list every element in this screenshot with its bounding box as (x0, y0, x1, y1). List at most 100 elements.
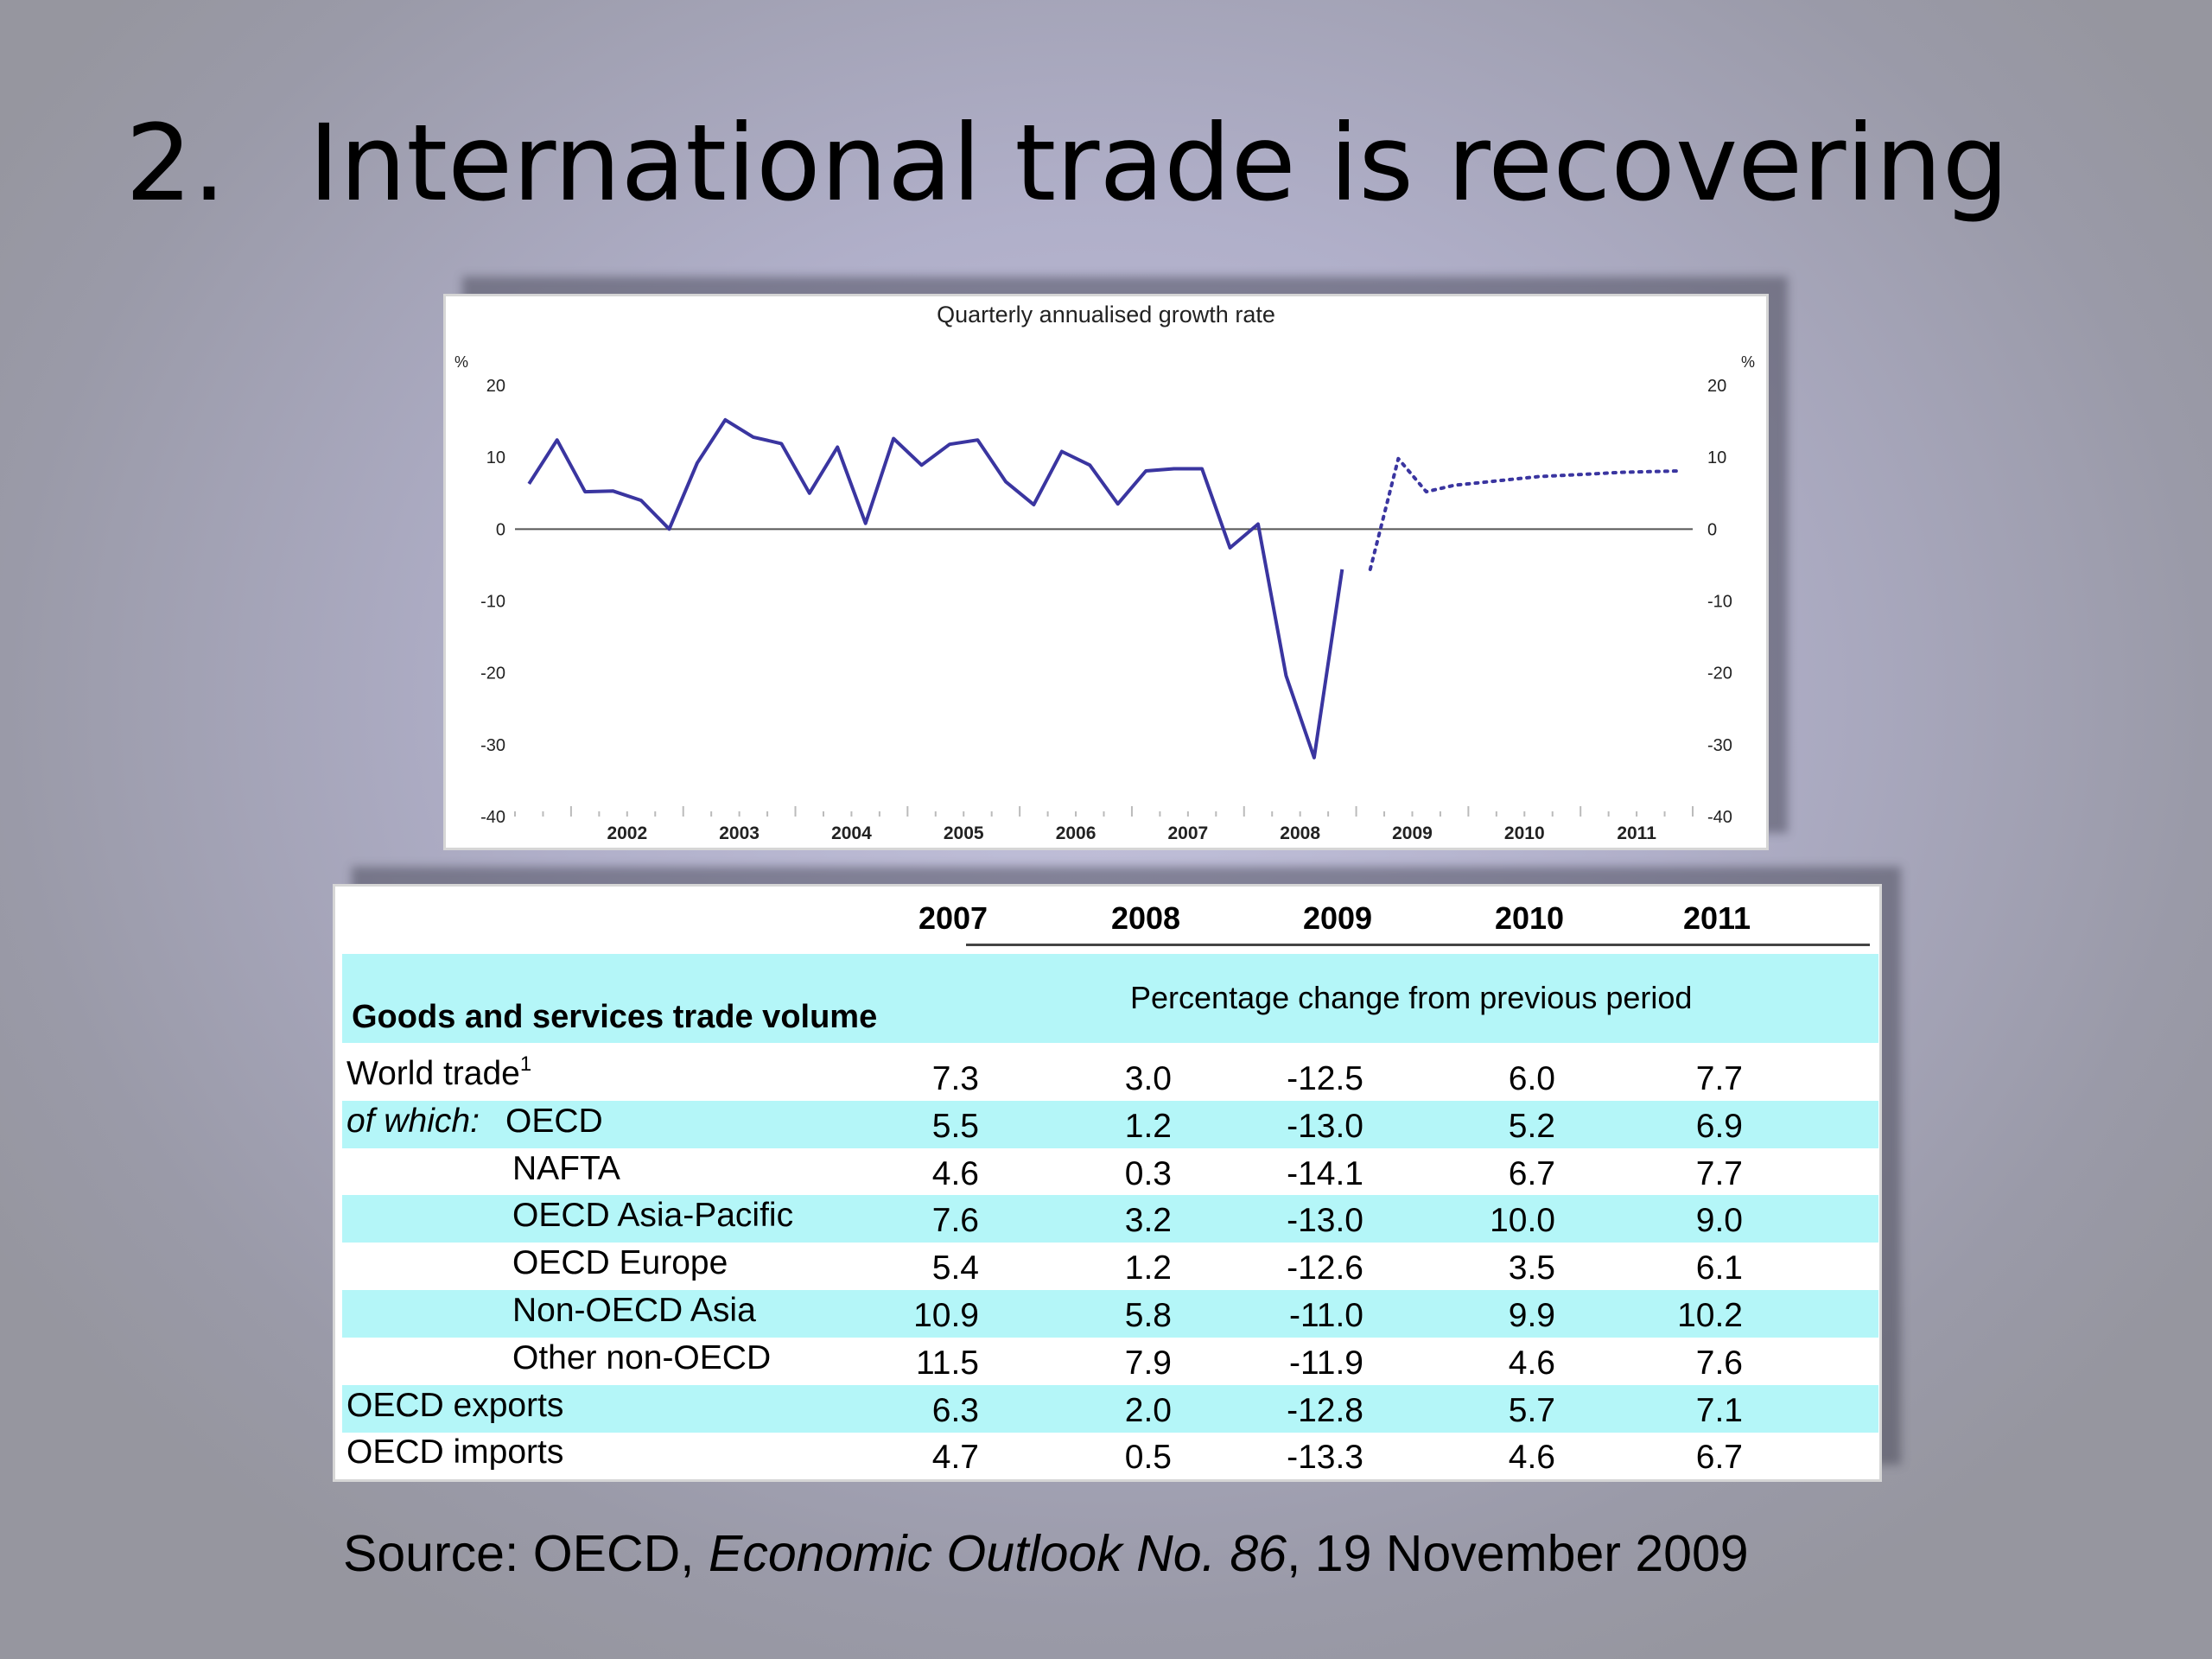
row-label: OECD Europe (512, 1244, 728, 1282)
y-tick-label-left: 10 (486, 448, 505, 467)
y-tick-label-right: -30 (1707, 736, 1732, 755)
x-tick-label: 2010 (1504, 823, 1545, 843)
cell-2010: 6.0 (1508, 1060, 1555, 1097)
x-tick-label: 2007 (1167, 823, 1208, 843)
cell-2010: 4.6 (1508, 1344, 1555, 1382)
y-tick-label-right: -10 (1707, 593, 1732, 612)
row-label: World trade1 (346, 1052, 532, 1093)
x-tick-label: 2002 (607, 823, 647, 843)
source-prefix: Source: OECD, (343, 1525, 709, 1582)
cell-2010: 5.2 (1508, 1107, 1555, 1145)
cell-2010: 3.5 (1508, 1249, 1555, 1287)
table-row: OECD exports 6.3 2.0 -12.8 5.7 7.1 (342, 1384, 1878, 1433)
y-tick-label-right: 10 (1707, 448, 1726, 467)
cell-2007: 6.3 (931, 1391, 979, 1429)
table-row: OECD Europe 5.4 1.2 -12.6 3.5 6.1 (342, 1243, 1878, 1290)
y-tick-label-left: 0 (496, 520, 505, 539)
source-suffix: , 19 November 2009 (1286, 1525, 1749, 1582)
cell-2011: 10.2 (1677, 1297, 1743, 1334)
cell-2010: 4.6 (1508, 1439, 1555, 1477)
table-row: Non-OECD Asia 10.9 5.8 -11.0 9.9 10.2 (342, 1290, 1878, 1338)
x-tick-label: 2004 (831, 823, 872, 843)
cell-2011: 6.9 (1695, 1107, 1743, 1145)
cell-2007: 4.7 (931, 1439, 979, 1477)
y-tick-label-right: 20 (1707, 377, 1726, 396)
x-tick-label: 2006 (1056, 823, 1096, 843)
slide-title: 2. International trade is recovering (125, 111, 2009, 216)
cell-2009: -14.1 (1287, 1154, 1363, 1192)
cell-2011: 6.1 (1695, 1249, 1743, 1287)
y-tick-label-left: -40 (480, 808, 505, 827)
cell-2009: -12.5 (1287, 1060, 1363, 1097)
cell-2007: 5.4 (931, 1249, 979, 1287)
cell-2010: 6.7 (1508, 1154, 1555, 1192)
row-label: OECD exports (346, 1386, 564, 1424)
chart-title: Quarterly annualised growth rate (937, 302, 1275, 327)
x-tick-label: 2009 (1392, 823, 1433, 843)
y-unit-right: % (1741, 353, 1755, 371)
y-tick-label-right: -40 (1707, 808, 1732, 827)
cell-2007: 10.9 (913, 1297, 979, 1334)
year-header: 2007 (918, 900, 988, 936)
cell-2009: -11.9 (1289, 1344, 1363, 1382)
cell-2007: 7.3 (931, 1060, 979, 1097)
x-tick-label: 2003 (719, 823, 760, 843)
growth-rate-chart: Quarterly annualised growth rate% %20 2010… (454, 302, 1755, 843)
y-unit-left: % (454, 353, 468, 371)
year-header: 2008 (1110, 900, 1181, 936)
cell-2009: -13.0 (1287, 1107, 1363, 1145)
cell-2009: -11.0 (1289, 1297, 1363, 1334)
row-label: NAFTA (512, 1149, 620, 1187)
chart-panel: Quarterly annualised growth rate%% 20 20 10… (443, 294, 1769, 850)
cell-2008: 7.9 (1124, 1344, 1172, 1382)
cell-2008: 0.5 (1124, 1439, 1172, 1477)
x-tick-label: 2005 (944, 823, 984, 843)
source-publication: Economic Outlook No. 86 (708, 1525, 1287, 1582)
row-label: OECD (505, 1102, 603, 1140)
cell-2008: 5.8 (1124, 1297, 1172, 1334)
row-label: Other non-OECD (512, 1338, 772, 1376)
y-tick-label-left: 20 (486, 377, 505, 396)
year-header: 2011 (1682, 900, 1751, 936)
section-title: Goods and services trade volume (352, 999, 878, 1035)
historical-line (527, 417, 1344, 760)
title-text: International trade is recovering (308, 102, 2010, 225)
table-row: Other non-OECD 11.5 7.9 -11.9 4.6 7.6 (342, 1338, 1878, 1385)
cell-2008: 1.2 (1124, 1107, 1172, 1145)
row-label: Non-OECD Asia (512, 1292, 756, 1329)
y-tick-label-left: -20 (480, 664, 505, 683)
title-number: 2. (125, 102, 226, 225)
table-row: of which: OECD 5.5 1.2 -13.0 5.2 6.9 (342, 1100, 1878, 1148)
cell-2009: -12.8 (1287, 1391, 1363, 1429)
cell-2010: 9.9 (1508, 1297, 1555, 1334)
cell-2008: 3.0 (1124, 1060, 1172, 1097)
cell-2011: 7.7 (1695, 1154, 1743, 1192)
y-tick-label-right: 0 (1707, 520, 1717, 539)
year-header: 2009 (1302, 900, 1373, 936)
cell-2011: 6.7 (1695, 1439, 1743, 1477)
x-tick-label: 2008 (1280, 823, 1320, 843)
x-tick-label: 2011 (1617, 823, 1656, 843)
row-prefix: of which: (346, 1102, 480, 1140)
cell-2011: 9.0 (1695, 1202, 1743, 1240)
section-subtitle: Percentage change from previous period (1130, 980, 1693, 1015)
section-band: Goods and services trade volume Percenta… (342, 954, 1878, 1043)
cell-2007: 4.6 (931, 1154, 979, 1192)
cell-2011: 7.6 (1695, 1344, 1743, 1382)
header-rule (966, 944, 1870, 946)
row-label: OECD Asia-Pacific (512, 1197, 794, 1235)
cell-2010: 5.7 (1508, 1391, 1555, 1429)
table-row: OECD Asia-Pacific 7.6 3.2 -13.0 10.0 9.0 (342, 1195, 1878, 1243)
cell-2008: 0.3 (1124, 1154, 1172, 1192)
cell-2009: -12.6 (1287, 1249, 1363, 1287)
table-row: World trade1 7.3 3.0 -12.5 6.0 7.7 (342, 1053, 1878, 1101)
table-row: NAFTA 4.6 0.3 -14.1 6.7 7.7 (342, 1148, 1878, 1196)
cell-2008: 3.2 (1124, 1202, 1172, 1240)
year-header: 2010 (1494, 900, 1565, 936)
table-row: OECD imports 4.7 0.5 -13.3 4.6 6.7 (342, 1432, 1878, 1479)
source-note: Source: OECD, Economic Outlook No. 86, 1… (343, 1524, 1749, 1583)
footnote-marker: 1 (519, 1052, 532, 1076)
projection-line (1368, 456, 1681, 571)
cell-2007: 7.6 (931, 1202, 979, 1240)
row-label: OECD imports (346, 1433, 564, 1471)
